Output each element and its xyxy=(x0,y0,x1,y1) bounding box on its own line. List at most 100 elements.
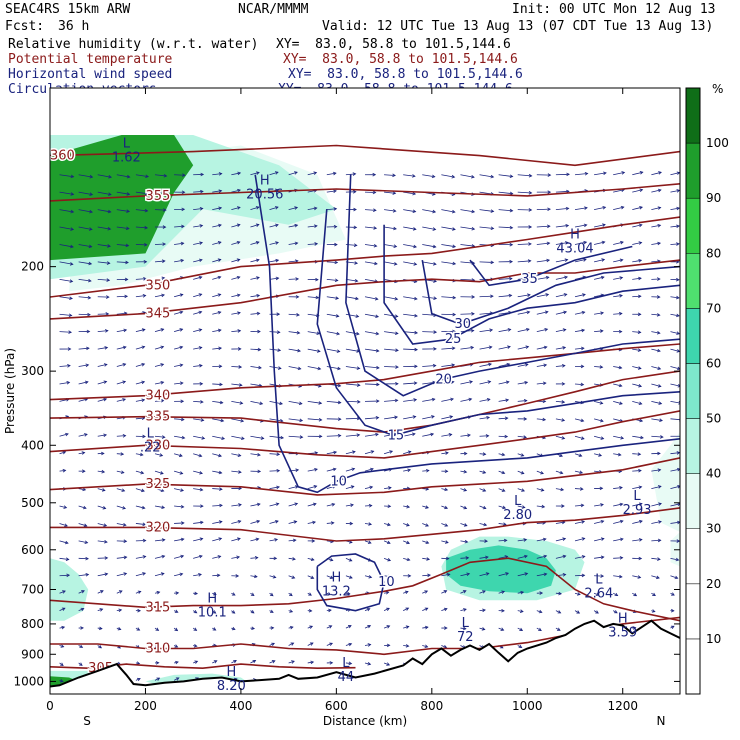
wind-vector-head xyxy=(450,380,455,384)
wind-vector-head xyxy=(294,502,299,506)
wind-vector-head xyxy=(231,610,236,614)
wind-vector-head xyxy=(236,223,241,227)
wind-vector xyxy=(460,278,475,281)
extremum-marker: L xyxy=(342,656,350,671)
wind-vector-head xyxy=(433,279,437,283)
wind-vector-head xyxy=(637,452,642,456)
wind-vector xyxy=(364,575,372,578)
wind-vector-head xyxy=(614,610,618,614)
wind-vector xyxy=(364,383,380,385)
wind-vector-head xyxy=(405,644,410,648)
wind-vector-head xyxy=(353,225,358,230)
wind-vector-head xyxy=(337,417,342,421)
wind-vector xyxy=(212,207,222,210)
wind-vector-head xyxy=(618,311,623,316)
wind-vector xyxy=(135,295,146,298)
wind-vector-head xyxy=(65,557,70,561)
wind-vector xyxy=(288,313,300,316)
wind-vector-head xyxy=(79,644,84,648)
wind-vector-head xyxy=(200,400,204,404)
wind-vector-head xyxy=(142,572,147,576)
wind-vector-head xyxy=(580,503,585,508)
wind-vector xyxy=(345,173,356,176)
wind-vector xyxy=(269,642,275,646)
wind-vector xyxy=(441,209,455,213)
wind-vector-head xyxy=(156,677,161,681)
wind-vector xyxy=(173,555,184,559)
wind-vector xyxy=(269,435,284,439)
wind-vector-head xyxy=(676,206,680,211)
wind-vector xyxy=(498,381,509,385)
wind-vector-head xyxy=(313,171,318,175)
wind-vector-head xyxy=(482,608,486,613)
wind-vector-head xyxy=(297,366,302,371)
wind-vector-head xyxy=(85,363,90,368)
wind-vector-head xyxy=(218,520,223,524)
wind-vector-head xyxy=(329,661,334,665)
wind-vector-head xyxy=(106,295,110,299)
field-rh-xy: XY= 83.0, 58.8 to 101.5,144.6 xyxy=(276,37,511,52)
wind-vector xyxy=(135,174,149,178)
wind-vector xyxy=(593,520,604,524)
wind-vector-head xyxy=(448,433,453,437)
wind-vector xyxy=(670,348,680,352)
wind-vector xyxy=(326,642,333,646)
wind-vector xyxy=(670,207,680,210)
wind-vector xyxy=(517,174,532,177)
wind-vector xyxy=(422,557,430,560)
wind-vector xyxy=(154,328,164,333)
wind-vector-head xyxy=(327,592,332,596)
wind-vector-head xyxy=(406,523,410,527)
wind-contour-label: 10 xyxy=(330,474,347,489)
wind-vector xyxy=(59,540,69,544)
wind-vector xyxy=(517,539,527,542)
wind-vector xyxy=(288,242,298,245)
wind-vector-head xyxy=(603,171,607,176)
wind-vector xyxy=(135,453,143,456)
wind-vector-head xyxy=(124,294,129,299)
wind-vector-head xyxy=(657,241,662,246)
wind-vector-head xyxy=(490,294,494,299)
wind-vector xyxy=(403,523,410,527)
wind-vector-head xyxy=(99,608,104,612)
wind-vector xyxy=(384,313,398,317)
wind-vector xyxy=(364,278,378,283)
wind-vector-head xyxy=(175,677,180,681)
wind-vector-head xyxy=(582,258,587,262)
wind-vector-head xyxy=(160,572,165,576)
wind-vector xyxy=(479,609,486,612)
x-tick-label: 1200 xyxy=(607,699,638,713)
wind-vector-head xyxy=(407,450,412,454)
wind-vector-head xyxy=(367,643,372,647)
wind-vector xyxy=(441,261,456,265)
wind-vector xyxy=(116,435,126,437)
wind-vector xyxy=(651,224,661,228)
wind-vector xyxy=(383,607,390,612)
extremum-marker: H xyxy=(260,173,270,188)
wind-vector xyxy=(193,311,202,315)
wind-vector-head xyxy=(349,575,353,579)
wind-vector xyxy=(651,469,661,472)
wind-vector xyxy=(212,347,222,350)
wind-vector-head xyxy=(335,296,340,300)
wind-vector-head xyxy=(559,470,564,475)
wind-vector-head xyxy=(218,189,223,193)
wind-vector xyxy=(632,295,641,298)
wind-vector-head xyxy=(348,661,353,666)
theta-contour-label: 340 xyxy=(145,389,170,404)
wind-vector-head xyxy=(471,226,476,231)
wind-vector-head xyxy=(405,607,410,611)
wind-vector xyxy=(594,312,604,315)
wind-vector-head xyxy=(315,295,320,300)
wind-vector-head xyxy=(251,626,256,631)
wind-vector xyxy=(517,453,524,457)
wind-vector xyxy=(422,226,436,230)
wind-vector-head xyxy=(523,435,527,439)
wind-vector xyxy=(97,174,112,178)
wind-vector-head xyxy=(412,209,417,214)
wind-vector-head xyxy=(425,468,430,473)
wind-vector-head xyxy=(139,452,144,457)
wind-vector xyxy=(384,261,397,265)
wind-vector-head xyxy=(576,592,581,596)
wind-vector xyxy=(441,381,454,385)
